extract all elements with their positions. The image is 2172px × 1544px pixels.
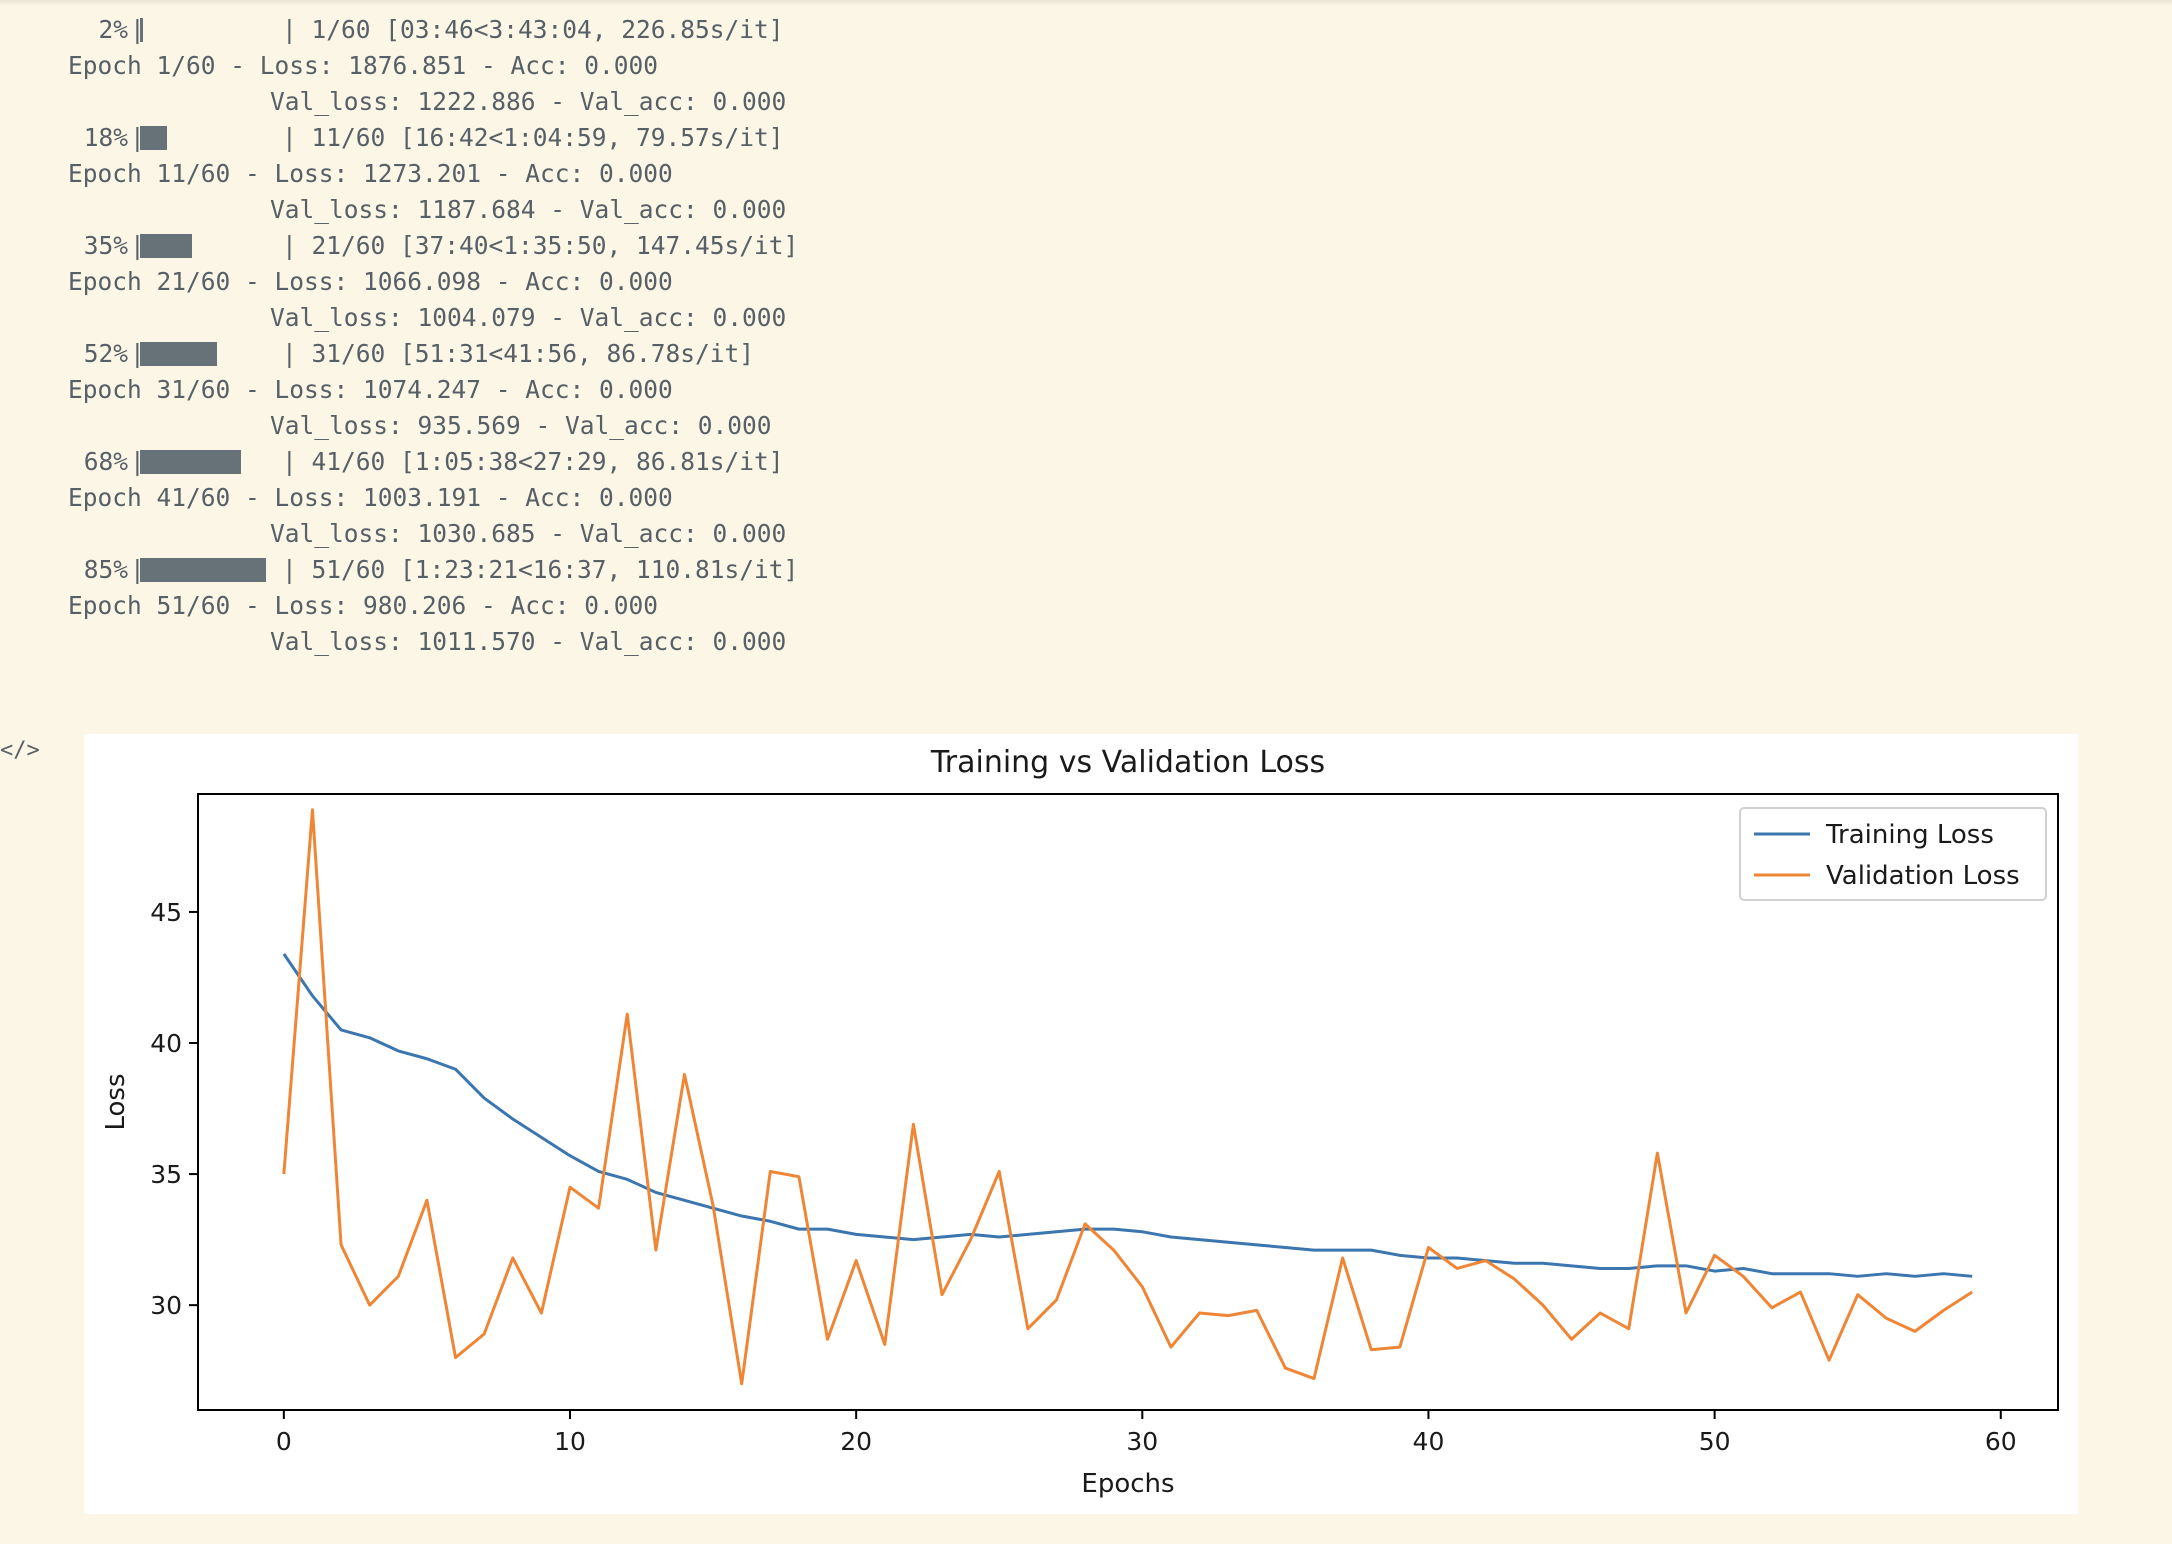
x-tick-label: 60 [1985,1427,2017,1456]
x-tick-label: 50 [1699,1427,1731,1456]
progress-bar [140,450,264,474]
legend-label-training: Training Loss [1825,820,1994,850]
progress-bar-fill [140,234,192,258]
cell-top-border [0,0,2172,6]
progress-bar [140,234,264,258]
y-tick-label: 45 [150,898,182,927]
chart-title: Training vs Validation Loss [930,745,1325,780]
validation-line: Val_loss: 1222.886 - Val_acc: 0.000 [0,84,900,120]
validation-metrics: Val_loss: 1030.685 - Val_acc: 0.000 [270,519,787,548]
epoch-metrics: Epoch 31/60 - Loss: 1074.247 - Acc: 0.00… [68,375,673,404]
epoch-line: Epoch 51/60 - Loss: 980.206 - Acc: 0.000 [0,588,900,624]
progress-bar-left-edge: | [130,231,145,260]
validation-metrics: Val_loss: 1222.886 - Val_acc: 0.000 [270,87,787,116]
progress-bar-fill [140,558,266,582]
x-tick-label: 10 [554,1427,586,1456]
progress-line: 2% | | 1/60 [03:46<3:43:04, 226.85s/it] [0,12,900,48]
y-tick-label: 40 [150,1029,182,1058]
validation-line: Val_loss: 935.569 - Val_acc: 0.000 [0,408,900,444]
progress-percent: 85% [83,555,128,584]
progress-bar [140,18,264,42]
y-tick-label: 30 [150,1291,182,1320]
validation-line: Val_loss: 1011.570 - Val_acc: 0.000 [0,624,900,660]
progress-percent: 68% [83,447,128,476]
progress-stats: | 11/60 [16:42<1:04:59, 79.57s/it] [282,123,784,152]
x-axis-label: Epochs [1081,1469,1174,1499]
progress-stats: | 51/60 [1:23:21<16:37, 110.81s/it] [282,555,799,584]
output-marker: </> [0,738,40,763]
validation-metrics: Val_loss: 935.569 - Val_acc: 0.000 [270,411,772,440]
progress-percent: 2% [98,15,128,44]
plot-area [197,793,2059,1411]
y-tick-label: 35 [150,1160,182,1189]
progress-stats: | 41/60 [1:05:38<27:29, 86.81s/it] [282,447,784,476]
epoch-line: Epoch 41/60 - Loss: 1003.191 - Acc: 0.00… [0,480,900,516]
progress-bar-left-edge: | [130,339,145,368]
epoch-metrics: Epoch 1/60 - Loss: 1876.851 - Acc: 0.000 [68,51,659,80]
progress-bar-left-edge: | [130,15,145,44]
y-axis-label: Loss [101,1073,131,1130]
progress-stats: | 1/60 [03:46<3:43:04, 226.85s/it] [282,15,784,44]
epoch-line: Epoch 31/60 - Loss: 1074.247 - Acc: 0.00… [0,372,900,408]
epoch-metrics: Epoch 11/60 - Loss: 1273.201 - Acc: 0.00… [68,159,673,188]
epoch-metrics: Epoch 41/60 - Loss: 1003.191 - Acc: 0.00… [68,483,673,512]
x-tick-label: 40 [1413,1427,1445,1456]
x-tick-label: 30 [1126,1427,1158,1456]
progress-percent: 35% [83,231,128,260]
series-line-validation [282,808,1973,1386]
x-tick-label: 0 [276,1427,292,1456]
validation-line: Val_loss: 1187.684 - Val_acc: 0.000 [0,192,900,228]
series-line-training [282,953,1973,1278]
epoch-line: Epoch 1/60 - Loss: 1876.851 - Acc: 0.000 [0,48,900,84]
epoch-metrics: Epoch 51/60 - Loss: 980.206 - Acc: 0.000 [68,591,659,620]
epoch-line: Epoch 21/60 - Loss: 1066.098 - Acc: 0.00… [0,264,900,300]
progress-stats: | 21/60 [37:40<1:35:50, 147.45s/it] [282,231,799,260]
progress-bar-left-edge: | [130,555,145,584]
progress-line: 18% | | 11/60 [16:42<1:04:59, 79.57s/it] [0,120,900,156]
legend-box [1739,807,2047,901]
legend-label-validation: Validation Loss [1826,861,2020,891]
validation-metrics: Val_loss: 1004.079 - Val_acc: 0.000 [270,303,787,332]
progress-percent: 52% [83,339,128,368]
progress-line: 85% | | 51/60 [1:23:21<16:37, 110.81s/it] [0,552,900,588]
validation-metrics: Val_loss: 1187.684 - Val_acc: 0.000 [270,195,787,224]
validation-line: Val_loss: 1004.079 - Val_acc: 0.000 [0,300,900,336]
progress-bar-fill [140,450,241,474]
progress-bar-left-edge: | [130,447,145,476]
epoch-line: Epoch 11/60 - Loss: 1273.201 - Acc: 0.00… [0,156,900,192]
loss-chart-figure: Training vs Validation Loss 0 10 20 30 40 50 60… [84,734,2078,1514]
x-tick-label: 20 [840,1427,872,1456]
progress-bar-fill [140,126,167,150]
progress-line: 68% | | 41/60 [1:05:38<27:29, 86.81s/it] [0,444,900,480]
progress-bar [140,342,264,366]
progress-percent: 18% [83,123,128,152]
validation-metrics: Val_loss: 1011.570 - Val_acc: 0.000 [270,627,787,656]
progress-bar-left-edge: | [130,123,145,152]
loss-chart: Training vs Validation Loss 0 10 20 30 40 50 60… [101,745,2059,1499]
validation-line: Val_loss: 1030.685 - Val_acc: 0.000 [0,516,900,552]
progress-bar-fill [140,18,143,42]
progress-stats: | 31/60 [51:31<41:56, 86.78s/it] [282,339,755,368]
progress-bar-fill [140,342,217,366]
progress-bar [140,558,266,582]
progress-line: 52% | | 31/60 [51:31<41:56, 86.78s/it] [0,336,900,372]
progress-line: 35% | | 21/60 [37:40<1:35:50, 147.45s/it] [0,228,900,264]
epoch-metrics: Epoch 21/60 - Loss: 1066.098 - Acc: 0.00… [68,267,673,296]
progress-bar [140,126,264,150]
